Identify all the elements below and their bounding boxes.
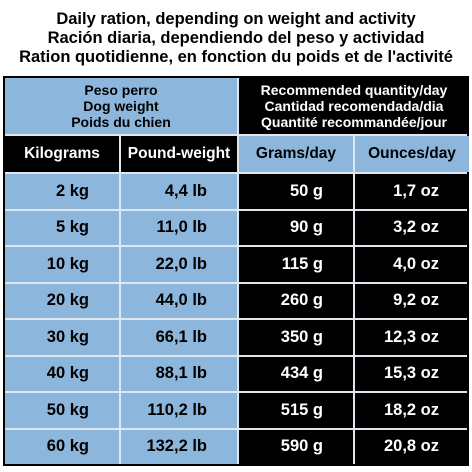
- table-cell: 11,0 lb: [121, 210, 237, 245]
- table-cell: 60 kg: [5, 429, 119, 464]
- column-header: Grams/day: [239, 136, 353, 172]
- table-cell: 30 kg: [5, 320, 119, 355]
- table-cell: 515 g: [239, 393, 353, 428]
- table-cell: 10 kg: [5, 247, 119, 282]
- table-cell: 22,0 lb: [121, 247, 237, 282]
- table-cell: 50 g: [239, 174, 353, 209]
- title-block: Daily ration, depending on weight and ac…: [0, 0, 472, 76]
- column-header: Pound-weight: [121, 136, 237, 172]
- table-cell: 18,2 oz: [355, 393, 469, 428]
- column-header: Kilograms: [5, 136, 119, 172]
- group-header-line: Quantité recommandée/jour: [261, 114, 447, 130]
- group-header-line: Poids du chien: [71, 114, 171, 130]
- table-cell: 15,3 oz: [355, 356, 469, 391]
- table-cell: 12,3 oz: [355, 320, 469, 355]
- table-cell: 1,7 oz: [355, 174, 469, 209]
- table-cell: 4,4 lb: [121, 174, 237, 209]
- table-cell: 4,0 oz: [355, 247, 469, 282]
- title-line: Daily ration, depending on weight and ac…: [56, 9, 416, 28]
- title-line: Ration quotidienne, en fonction du poids…: [19, 47, 453, 66]
- table-cell: 132,2 lb: [121, 429, 237, 464]
- group-header-line: Recommended quantity/day: [260, 82, 448, 98]
- table-cell: 3,2 oz: [355, 210, 469, 245]
- table-cell: 434 g: [239, 356, 353, 391]
- table-cell: 44,0 lb: [121, 283, 237, 318]
- table-cell: 66,1 lb: [121, 320, 237, 355]
- table-cell: 110,2 lb: [121, 393, 237, 428]
- table-cell: 20,8 oz: [355, 429, 469, 464]
- table-cell: 115 g: [239, 247, 353, 282]
- table-cell: 9,2 oz: [355, 283, 469, 318]
- group-header-line: Cantidad recomendada/dia: [264, 98, 444, 114]
- group-header-line: Dog weight: [83, 98, 159, 114]
- table-cell: 2 kg: [5, 174, 119, 209]
- column-header: Ounces/day: [355, 136, 469, 172]
- table-cell: 260 g: [239, 283, 353, 318]
- table-cell: 590 g: [239, 429, 353, 464]
- table-cell: 90 g: [239, 210, 353, 245]
- table-cell: 20 kg: [5, 283, 119, 318]
- ration-table: Peso perro Dog weight Poids du chien Recomm…: [3, 76, 469, 466]
- title-line: Ración diaria, dependiendo del peso y ac…: [47, 28, 425, 47]
- table-cell: 88,1 lb: [121, 356, 237, 391]
- table-cell: 40 kg: [5, 356, 119, 391]
- table-cell: 5 kg: [5, 210, 119, 245]
- group-header-line: Peso perro: [84, 82, 158, 98]
- table-cell: 350 g: [239, 320, 353, 355]
- table-cell: 50 kg: [5, 393, 119, 428]
- group-header: Peso perro Dog weight Poids du chien: [5, 78, 237, 134]
- group-header: Recommended quantity/day Cantidad recomen…: [239, 78, 469, 134]
